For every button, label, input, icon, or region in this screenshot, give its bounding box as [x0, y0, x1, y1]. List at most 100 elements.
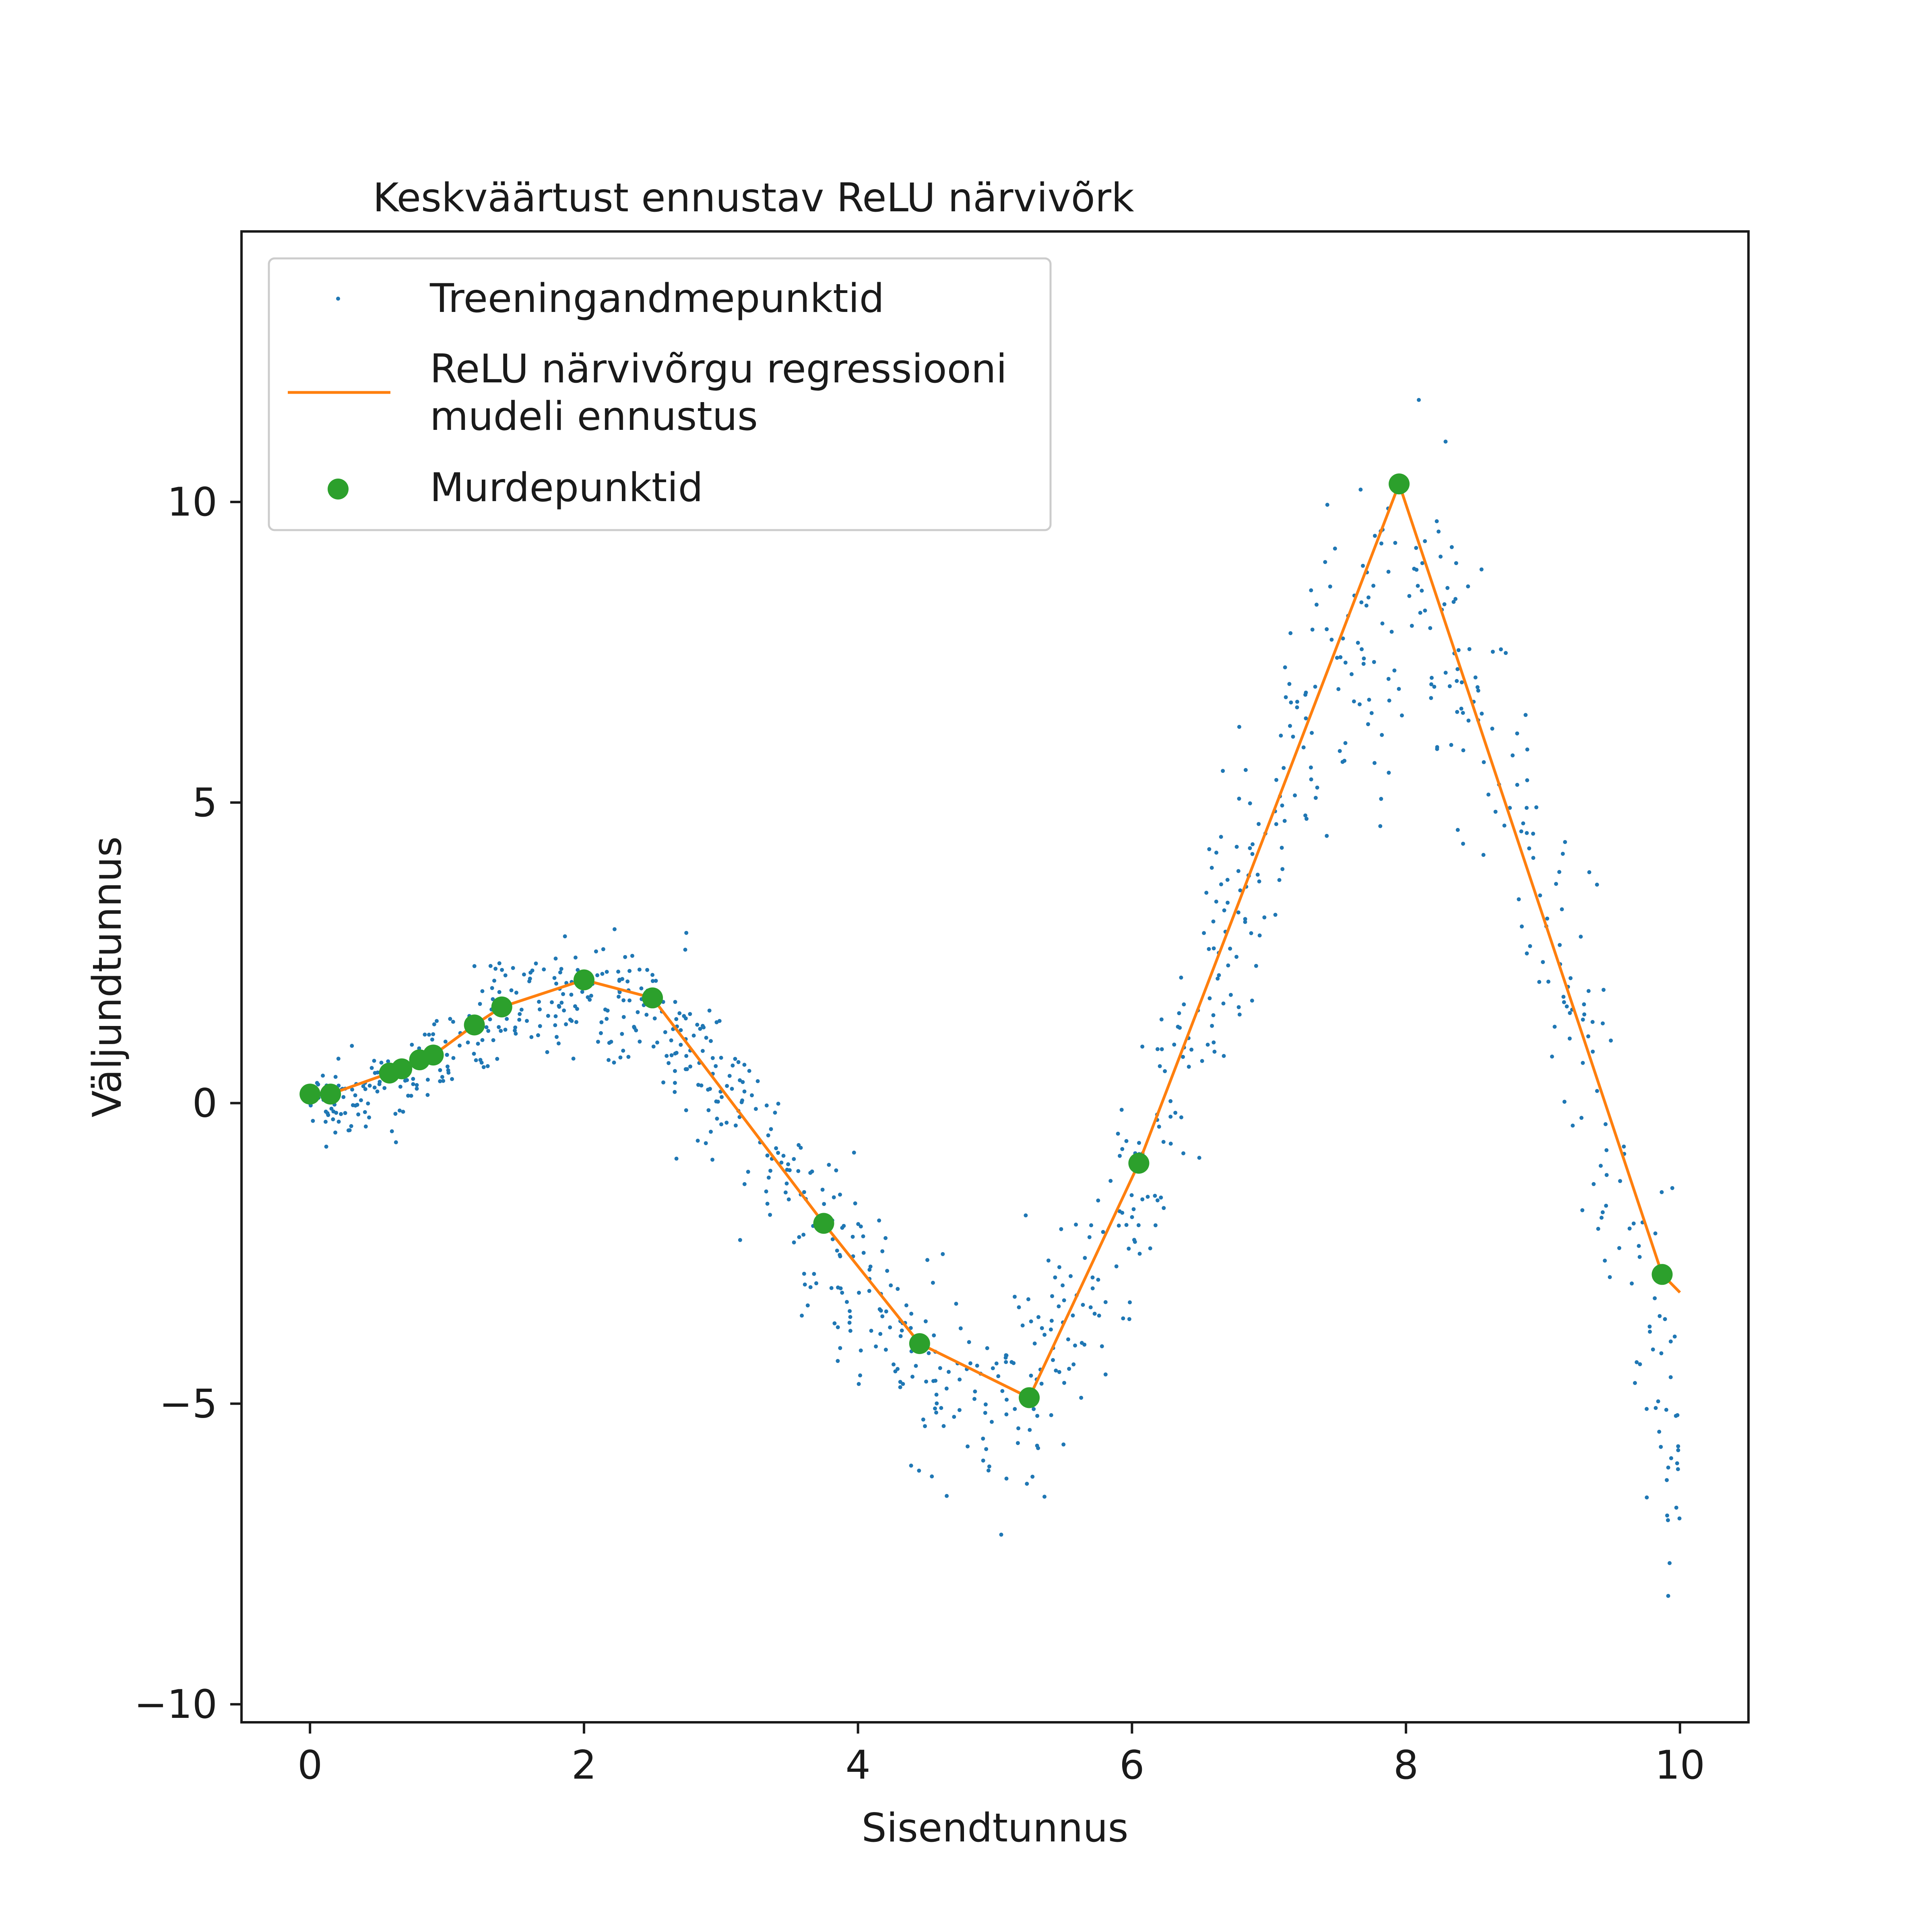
training-point — [1587, 870, 1591, 874]
training-point — [1676, 1448, 1680, 1452]
training-point — [1637, 1255, 1642, 1259]
training-point — [1236, 910, 1241, 914]
training-point — [1558, 943, 1562, 947]
training-point — [563, 934, 567, 939]
training-point — [667, 1061, 671, 1065]
training-point — [802, 1271, 806, 1276]
training-point — [858, 1373, 862, 1378]
training-point — [1443, 440, 1448, 444]
training-point — [1538, 893, 1542, 898]
training-point — [415, 1083, 419, 1087]
training-point — [892, 1362, 896, 1366]
training-point — [1519, 829, 1523, 834]
training-point — [1475, 685, 1480, 689]
training-point — [838, 1193, 842, 1197]
training-point — [801, 1232, 806, 1237]
training-point — [1062, 1298, 1066, 1302]
training-point — [1153, 1223, 1158, 1228]
training-point — [497, 961, 502, 966]
training-point — [1456, 648, 1461, 652]
training-point — [1234, 955, 1238, 959]
training-point — [651, 1044, 656, 1049]
training-point — [1155, 1198, 1160, 1203]
y-axis-label: Väljundtunnus — [85, 836, 130, 1117]
training-point — [1288, 631, 1293, 636]
training-point — [1627, 1226, 1632, 1231]
training-point — [768, 1213, 772, 1217]
training-point — [1310, 731, 1314, 735]
training-point — [746, 1170, 750, 1174]
training-point — [1295, 705, 1299, 710]
training-point — [1418, 611, 1422, 615]
training-point — [781, 1154, 786, 1158]
training-point — [1600, 1216, 1604, 1220]
training-point — [1087, 1235, 1092, 1239]
training-point — [714, 1064, 718, 1068]
training-point — [673, 1000, 677, 1004]
y-tick-label: 10 — [167, 479, 217, 525]
training-point — [1338, 749, 1342, 753]
training-point — [766, 1175, 771, 1180]
training-point — [1114, 1264, 1119, 1269]
training-point — [1221, 769, 1225, 773]
training-point — [699, 1083, 704, 1088]
training-point — [1071, 1362, 1076, 1366]
training-point — [1210, 1024, 1214, 1028]
training-point — [1617, 1246, 1621, 1250]
training-point — [1226, 900, 1230, 905]
training-point — [706, 1088, 710, 1092]
training-point — [753, 1107, 758, 1111]
training-point — [573, 1004, 577, 1008]
training-point — [1309, 588, 1313, 592]
training-point — [1515, 782, 1519, 787]
x-axis-label: Sisendtunnus — [861, 1805, 1128, 1851]
training-point — [1366, 595, 1371, 600]
training-point — [869, 1329, 873, 1333]
training-point — [1214, 850, 1218, 855]
training-point — [733, 1123, 738, 1128]
training-point — [952, 1415, 956, 1419]
training-point — [1668, 1375, 1673, 1379]
training-point — [1459, 706, 1463, 711]
training-point — [1140, 1044, 1145, 1049]
training-point — [674, 1156, 679, 1161]
training-point — [1508, 806, 1512, 810]
breakpoint — [642, 987, 663, 1009]
training-point — [1159, 1017, 1164, 1022]
training-point — [355, 1102, 359, 1107]
training-point — [324, 1144, 328, 1149]
training-point — [324, 1120, 328, 1124]
training-point — [1590, 1020, 1595, 1024]
training-point — [1637, 1244, 1641, 1248]
training-point — [923, 1319, 928, 1323]
training-point — [1274, 778, 1278, 782]
training-point — [1100, 1344, 1104, 1348]
training-point — [1238, 888, 1243, 893]
training-point — [702, 1025, 706, 1030]
training-point — [719, 1056, 723, 1060]
training-point — [1103, 1300, 1108, 1305]
training-point — [369, 1066, 374, 1070]
breakpoints — [299, 473, 1673, 1408]
training-point — [1127, 1317, 1131, 1321]
training-point — [1310, 627, 1315, 632]
training-point — [773, 1110, 777, 1115]
training-point — [1131, 1207, 1136, 1212]
training-point — [898, 1385, 902, 1389]
training-point — [704, 1141, 708, 1146]
training-point — [645, 968, 649, 972]
training-point — [805, 1303, 810, 1308]
training-point — [1309, 777, 1313, 782]
training-point — [685, 1067, 689, 1071]
training-point — [484, 1025, 489, 1030]
training-point — [1057, 1304, 1061, 1309]
training-point — [411, 1082, 415, 1086]
training-point — [1325, 503, 1329, 507]
training-point — [1197, 1156, 1201, 1160]
y-tick-label: −10 — [134, 1682, 217, 1728]
training-point — [417, 1046, 421, 1051]
training-point — [514, 1032, 518, 1036]
training-point — [450, 1077, 454, 1081]
training-point — [1579, 935, 1583, 939]
training-point — [481, 1065, 486, 1069]
